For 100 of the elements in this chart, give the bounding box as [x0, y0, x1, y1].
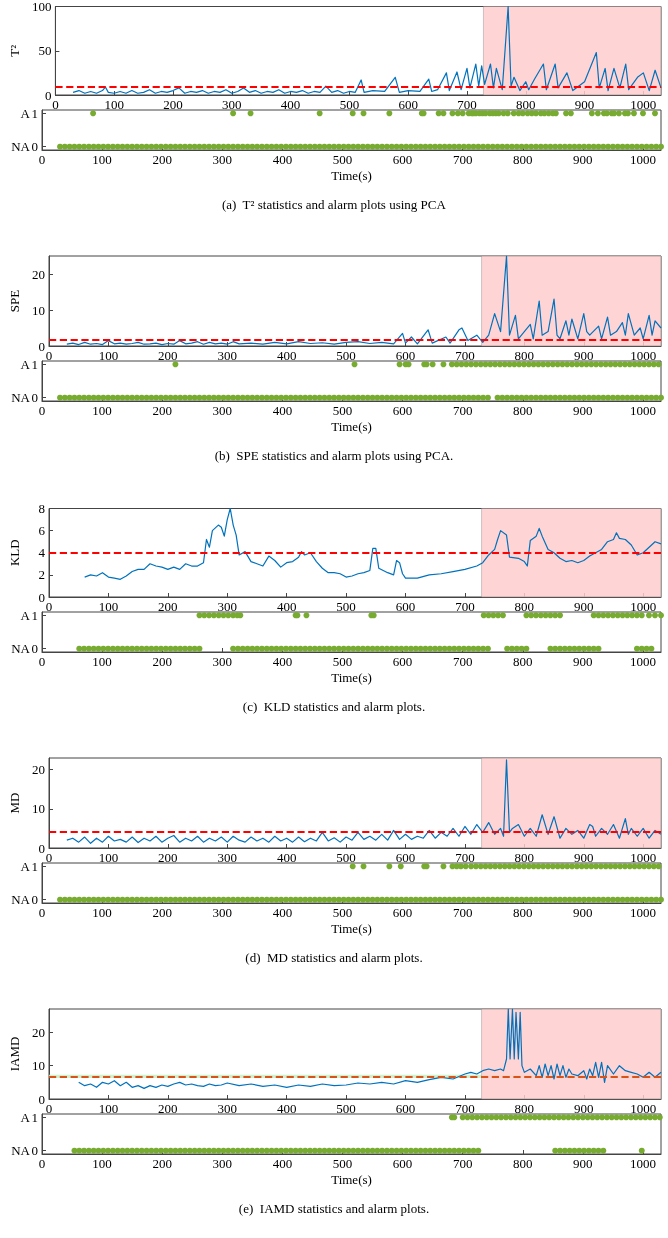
y-tick-label: 20 — [32, 1024, 45, 1040]
x-tick-label: 500 — [332, 403, 353, 418]
x-tick-label: 600 — [395, 599, 416, 614]
x-tick-label: 200 — [158, 348, 178, 363]
x-tick-label: 200 — [152, 152, 172, 167]
x-tick-label: 700 — [455, 1101, 475, 1116]
x-tick-label: 400 — [272, 403, 293, 418]
x-tick-label: 200 — [163, 97, 183, 112]
x-tick-label: 900 — [574, 1101, 594, 1116]
x-tick-label: 300 — [222, 97, 242, 112]
x-tick-label: 1000 — [630, 599, 657, 614]
x-tick-label: 700 — [455, 348, 475, 363]
x-tick-label: 500 — [336, 850, 356, 865]
x-tick-label: 800 — [513, 654, 533, 669]
x-tick-label: 700 — [452, 905, 473, 920]
x-tick-label: 200 — [152, 905, 172, 920]
x-tick-label: 900 — [573, 152, 593, 167]
x-tick-label: 300 — [212, 905, 233, 920]
x-tick-label: 700 — [452, 403, 473, 418]
x-tick-label: 300 — [212, 403, 233, 418]
y-tick-label: 10 — [32, 302, 45, 318]
text: A — [20, 1109, 31, 1125]
x-tick-label: 600 — [392, 654, 413, 669]
x-tick-label: 100 — [92, 1156, 112, 1171]
y-axis-title: MD — [7, 792, 22, 814]
x-tick-label: 900 — [574, 599, 594, 614]
x-axis-title: Time(s) — [331, 168, 372, 183]
x-tick-label: 100 — [104, 97, 124, 112]
x-tick-label: 1000 — [630, 1101, 657, 1116]
x-tick-label: 200 — [158, 599, 178, 614]
text: NA — [11, 892, 31, 908]
x-tick-label: 800 — [514, 348, 535, 363]
text: NA — [11, 139, 31, 155]
x-tick-label: 1000 — [630, 97, 657, 112]
y-tick-label: 20 — [32, 266, 45, 282]
x-axis-title: Time(s) — [331, 1172, 372, 1187]
x-tick-label: 1000 — [629, 152, 656, 167]
y-tick-label: 2 — [38, 567, 45, 583]
x-tick-label: 300 — [217, 850, 237, 865]
text: (d) MD statistics and alarm plots. — [245, 950, 423, 965]
x-tick-label: 300 — [212, 152, 233, 167]
y-axis-title: SPE — [7, 289, 22, 313]
text: (c) KLD statistics and alarm plots. — [242, 699, 426, 714]
x-axis-title: Time(s) — [331, 921, 372, 936]
x-tick-label: 600 — [398, 97, 418, 112]
x-tick-label: 500 — [336, 348, 356, 363]
y-tick-label: 8 — [38, 501, 45, 516]
y-tick-label: 1 — [31, 105, 38, 121]
x-tick-label: 400 — [272, 654, 293, 669]
x-tick-label: 800 — [514, 599, 535, 614]
x-tick-label: 400 — [276, 348, 297, 363]
x-tick-label: 500 — [332, 654, 353, 669]
x-tick-label: 700 — [452, 1156, 473, 1171]
x-tick-label: 400 — [276, 850, 297, 865]
x-tick-label: 300 — [217, 348, 237, 363]
x-tick-label: 900 — [573, 403, 593, 418]
x-tick-label: 600 — [392, 152, 413, 167]
y-tick-label: 0 — [31, 390, 38, 406]
x-tick-label: 500 — [339, 97, 360, 112]
x-tick-label: 300 — [217, 599, 237, 614]
x-tick-label: 1000 — [630, 348, 657, 363]
y-axis-title: T² — [7, 44, 22, 57]
text: NA — [11, 390, 31, 406]
text: A — [20, 105, 31, 121]
x-tick-label: 1000 — [629, 905, 656, 920]
x-tick-label: 500 — [336, 1101, 356, 1116]
x-tick-label: 700 — [457, 97, 477, 112]
x-tick-label: 800 — [513, 1156, 533, 1171]
x-tick-label: 600 — [395, 348, 416, 363]
x-tick-label: 700 — [452, 152, 473, 167]
y-axis-title: KLD — [7, 539, 22, 567]
x-tick-label: 900 — [573, 654, 593, 669]
y-tick-label: 0 — [31, 1143, 38, 1159]
x-tick-label: 200 — [152, 654, 172, 669]
text: (e) IAMD statistics and alarm plots. — [238, 1201, 430, 1216]
x-tick-label: 100 — [98, 850, 119, 865]
x-tick-label: 700 — [455, 599, 475, 614]
x-tick-label: 500 — [332, 1156, 353, 1171]
x-tick-label: 100 — [92, 905, 112, 920]
x-tick-label: 1000 — [629, 403, 656, 418]
x-tick-label: 100 — [98, 348, 119, 363]
y-tick-label: 0 — [31, 892, 38, 908]
y-tick-label: 1 — [31, 607, 38, 623]
y-tick-label: 20 — [32, 762, 45, 778]
x-axis-title: Time(s) — [331, 419, 372, 434]
x-tick-label: 200 — [158, 1101, 178, 1116]
x-tick-label: 700 — [452, 654, 473, 669]
x-tick-label: 400 — [272, 152, 293, 167]
text: (b) SPE statistics and alarm plots using PCA. — [214, 448, 454, 463]
x-tick-label: 500 — [336, 599, 356, 614]
x-axis-title: Time(s) — [331, 670, 372, 685]
x-tick-label: 900 — [573, 905, 593, 920]
x-tick-label: 800 — [516, 97, 536, 112]
x-tick-label: 800 — [514, 1101, 535, 1116]
x-tick-label: 300 — [212, 1156, 233, 1171]
x-tick-label: 900 — [574, 850, 594, 865]
y-tick-label: 10 — [32, 1058, 45, 1074]
x-tick-label: 300 — [217, 1101, 237, 1116]
x-tick-label: 300 — [212, 654, 233, 669]
x-tick-label: 400 — [272, 1156, 293, 1171]
